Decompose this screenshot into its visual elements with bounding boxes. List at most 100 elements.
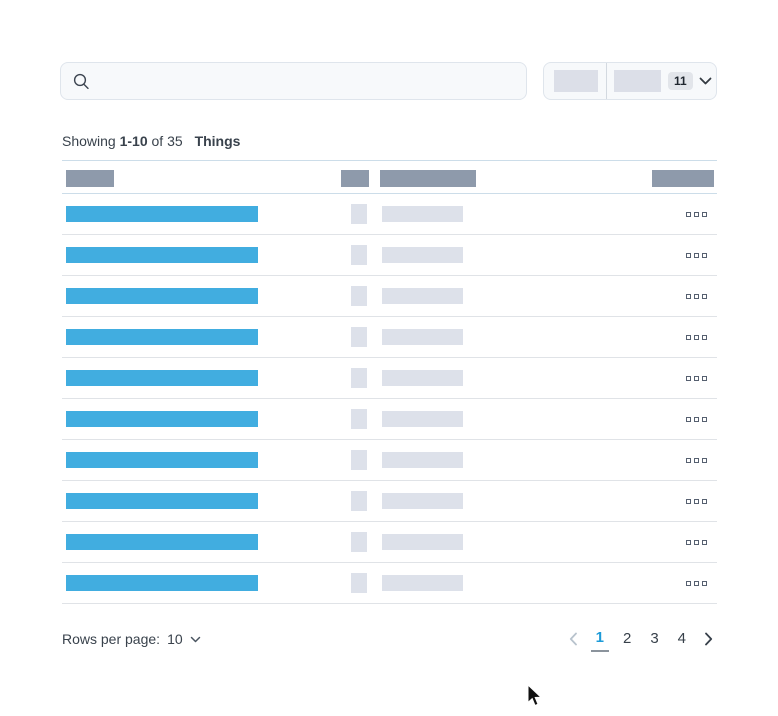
- data-table: [62, 160, 717, 604]
- rows-per-page-label: Rows per page:: [62, 631, 161, 647]
- ellipsis-squares-icon: [694, 458, 699, 463]
- chevron-down-icon: [699, 77, 712, 85]
- ellipsis-squares-icon: [694, 499, 699, 504]
- row-menu-button[interactable]: [684, 481, 709, 522]
- ellipsis-squares-icon: [702, 458, 707, 463]
- row-square-placeholder: [351, 409, 367, 429]
- ellipsis-squares-icon: [694, 540, 699, 545]
- row-square-placeholder: [351, 368, 367, 388]
- status-line: Showing 1-10 of 35 Things: [62, 133, 240, 149]
- table-row[interactable]: [62, 481, 717, 522]
- ellipsis-squares-icon: [694, 253, 699, 258]
- row-menu-button[interactable]: [684, 440, 709, 481]
- filter-dropdown[interactable]: 11: [543, 62, 717, 100]
- ellipsis-squares-icon: [702, 335, 707, 340]
- ellipsis-squares-icon: [686, 376, 691, 381]
- row-menu-button[interactable]: [684, 563, 709, 604]
- ellipsis-squares-icon: [694, 581, 699, 586]
- row-value-placeholder: [382, 288, 463, 304]
- row-value-placeholder: [382, 411, 463, 427]
- rows-per-page-value: 10: [167, 631, 183, 647]
- filter-placeholder-2: [614, 70, 661, 92]
- ellipsis-squares-icon: [686, 581, 691, 586]
- table-row[interactable]: [62, 440, 717, 481]
- header-placeholder-4: [652, 170, 714, 187]
- ellipsis-squares-icon: [702, 294, 707, 299]
- mouse-cursor: [527, 684, 542, 707]
- row-title-placeholder: [66, 206, 258, 222]
- table-row[interactable]: [62, 399, 717, 440]
- ellipsis-squares-icon: [694, 212, 699, 217]
- showing-range: 1-10: [119, 133, 148, 149]
- row-title-placeholder: [66, 575, 258, 591]
- search-input[interactable]: [100, 73, 514, 89]
- table-row[interactable]: [62, 317, 717, 358]
- ellipsis-squares-icon: [686, 540, 691, 545]
- ellipsis-squares-icon: [702, 376, 707, 381]
- chevron-down-icon: [190, 636, 200, 642]
- next-page-button[interactable]: [700, 630, 717, 648]
- row-value-placeholder: [382, 452, 463, 468]
- filter-divider: [606, 63, 607, 99]
- table-row[interactable]: [62, 358, 717, 399]
- previous-page-button[interactable]: [565, 630, 582, 648]
- filter-count-badge: 11: [668, 72, 693, 90]
- row-title-placeholder: [66, 534, 258, 550]
- page-button-1[interactable]: 1: [590, 627, 609, 652]
- row-square-placeholder: [351, 573, 367, 593]
- rows-per-page-control[interactable]: Rows per page: 10: [62, 631, 201, 647]
- row-value-placeholder: [382, 206, 463, 222]
- ellipsis-squares-icon: [686, 458, 691, 463]
- table-row[interactable]: [62, 276, 717, 317]
- filter-placeholder-1: [554, 70, 598, 92]
- row-title-placeholder: [66, 411, 258, 427]
- search-icon: [73, 73, 89, 89]
- row-value-placeholder: [382, 575, 463, 591]
- table-row[interactable]: [62, 563, 717, 604]
- table-row[interactable]: [62, 522, 717, 563]
- chevron-left-icon: [569, 632, 577, 646]
- row-menu-button[interactable]: [684, 399, 709, 440]
- table-body: [62, 194, 717, 604]
- of-label: of: [151, 133, 164, 149]
- row-menu-button[interactable]: [684, 276, 709, 317]
- total-count: 35: [167, 133, 183, 149]
- page-button-4[interactable]: 4: [673, 628, 691, 651]
- search-box[interactable]: [60, 62, 527, 100]
- table-row[interactable]: [62, 235, 717, 276]
- row-menu-button[interactable]: [684, 358, 709, 399]
- row-value-placeholder: [382, 534, 463, 550]
- row-square-placeholder: [351, 532, 367, 552]
- row-value-placeholder: [382, 493, 463, 509]
- row-square-placeholder: [351, 204, 367, 224]
- row-menu-button[interactable]: [684, 522, 709, 563]
- table-row[interactable]: [62, 194, 717, 235]
- ellipsis-squares-icon: [702, 581, 707, 586]
- ellipsis-squares-icon: [694, 294, 699, 299]
- header-placeholder-1: [66, 170, 114, 187]
- ellipsis-squares-icon: [686, 212, 691, 217]
- page-button-3[interactable]: 3: [645, 628, 663, 651]
- row-square-placeholder: [351, 327, 367, 347]
- ellipsis-squares-icon: [686, 335, 691, 340]
- ellipsis-squares-icon: [694, 417, 699, 422]
- ellipsis-squares-icon: [686, 417, 691, 422]
- row-menu-button[interactable]: [684, 194, 709, 235]
- row-square-placeholder: [351, 286, 367, 306]
- ellipsis-squares-icon: [686, 499, 691, 504]
- ellipsis-squares-icon: [702, 212, 707, 217]
- header-placeholder-2: [341, 170, 369, 187]
- page-button-2[interactable]: 2: [618, 628, 636, 651]
- row-value-placeholder: [382, 370, 463, 386]
- row-title-placeholder: [66, 493, 258, 509]
- row-square-placeholder: [351, 450, 367, 470]
- ellipsis-squares-icon: [686, 253, 691, 258]
- ellipsis-squares-icon: [686, 294, 691, 299]
- row-title-placeholder: [66, 247, 258, 263]
- ellipsis-squares-icon: [694, 335, 699, 340]
- row-menu-button[interactable]: [684, 235, 709, 276]
- row-menu-button[interactable]: [684, 317, 709, 358]
- chevron-right-icon: [705, 632, 713, 646]
